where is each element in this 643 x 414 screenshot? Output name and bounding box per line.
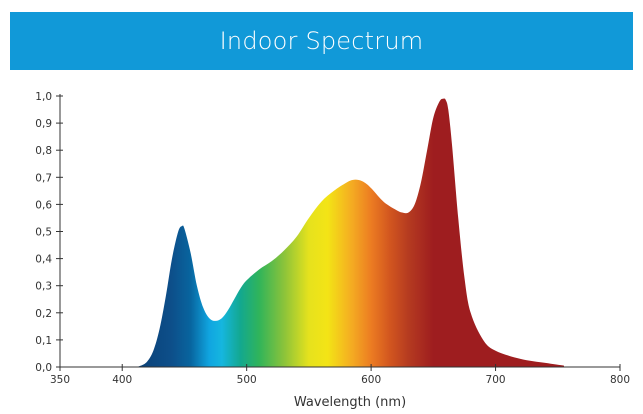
x-tick-label: 600 [361, 374, 381, 386]
y-tick-label: 0,9 [35, 118, 52, 130]
y-tick-label: 0,7 [35, 172, 52, 184]
chart-title: Indoor Spectrum [219, 27, 424, 55]
x-tick-label: 400 [112, 374, 132, 386]
y-tick-label: 0,6 [35, 199, 52, 211]
x-tick-label: 500 [237, 374, 257, 386]
y-tick-label: 0,4 [35, 254, 52, 266]
x-tick-label: 800 [610, 374, 630, 386]
y-tick-label: 0,8 [35, 145, 52, 157]
y-tick-label: 0,2 [35, 308, 52, 320]
x-axis-title: Wavelength (nm) [294, 395, 406, 410]
y-tick-label: 0,0 [35, 362, 52, 374]
y-tick-label: 1,0 [35, 91, 52, 103]
y-tick-label: 0,1 [35, 335, 52, 347]
y-tick-label: 0,3 [35, 281, 52, 293]
y-tick-label: 0,5 [35, 227, 52, 239]
x-tick-label: 350 [50, 374, 70, 386]
chart-header-banner: Indoor Spectrum [10, 12, 633, 70]
spectrum-area [122, 98, 564, 367]
x-tick-label: 700 [486, 374, 506, 386]
